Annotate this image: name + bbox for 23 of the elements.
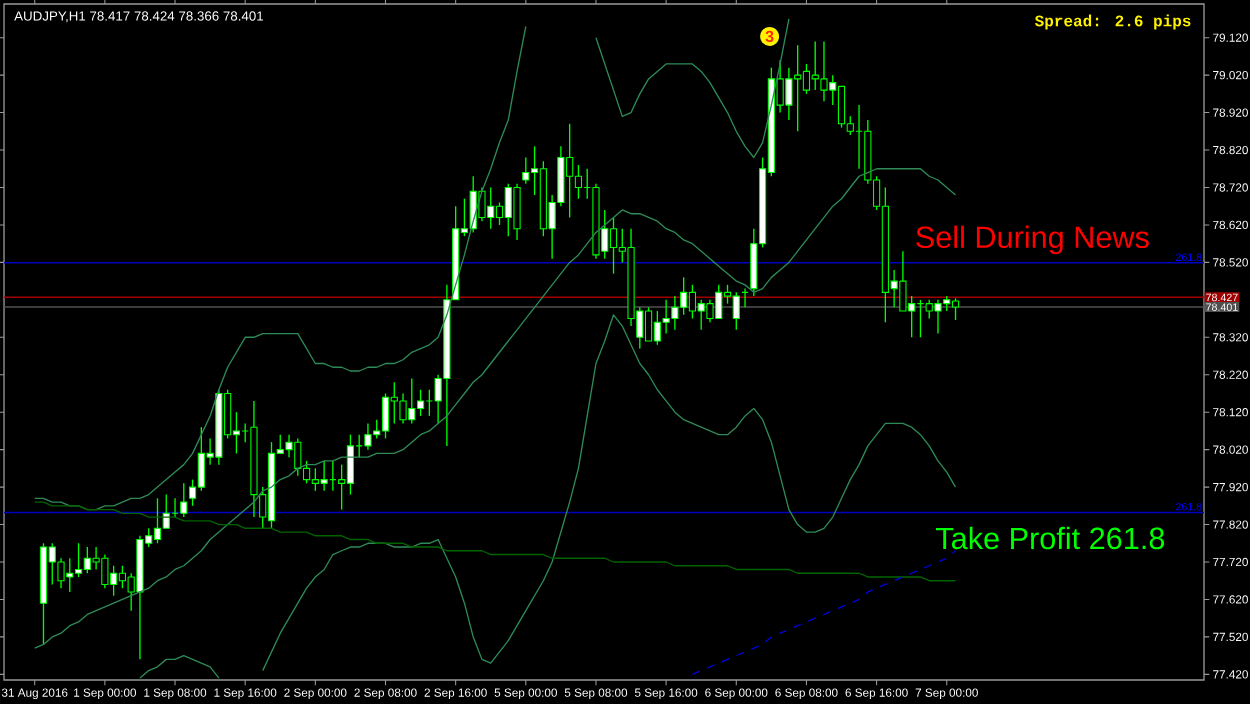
candlestick [364,422,372,451]
candlestick [522,156,530,185]
candlestick [416,389,425,417]
annotation: 3 [765,30,774,43]
candlestick [644,306,653,342]
candlestick [153,497,162,544]
candlestick [609,216,618,275]
candlestick [802,63,811,95]
candlestick [320,460,328,492]
candlestick [118,565,127,589]
annotation: Sell During News [916,225,1149,255]
candlestick [951,297,960,321]
candlestick [688,284,697,320]
candlestick [574,164,583,200]
candlestick [381,392,390,440]
candlestick [180,482,188,518]
candlestick [837,85,846,129]
candlestick [732,291,740,331]
annotation: Take Profit 261.8 [936,526,1165,550]
candlestick [74,542,83,578]
candlestick [513,183,521,241]
candlestick [346,433,355,496]
text: Spread: 2.6 pips [1034,14,1191,30]
